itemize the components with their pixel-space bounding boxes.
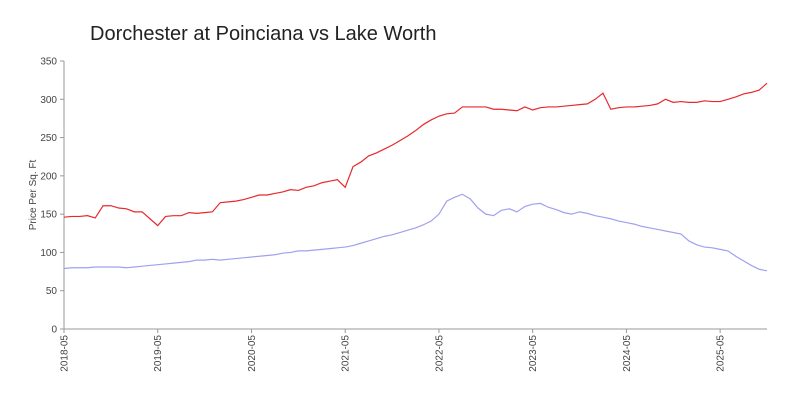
y-tick-label: 0: [51, 325, 57, 336]
x-tick-label: 2024-05: [622, 335, 633, 372]
y-tick-label: 50: [46, 286, 58, 297]
series-line: [63, 193, 768, 272]
y-tick-label: 250: [40, 133, 57, 144]
x-tick-label: 2023-05: [528, 335, 539, 372]
y-tick-label: 350: [40, 57, 57, 68]
y-tick-label: 150: [40, 210, 57, 221]
x-tick-label: 2025-05: [716, 335, 727, 372]
x-tick-label: 2020-05: [247, 335, 258, 372]
series-line: [63, 82, 768, 227]
y-tick-label: 100: [40, 248, 57, 259]
x-tick-label: 2021-05: [341, 335, 352, 372]
y-tick-label: 300: [40, 95, 57, 106]
x-tick-label: 2022-05: [434, 335, 445, 372]
chart-title: Dorchester at Poinciana vs Lake Worth: [90, 23, 436, 45]
y-axis-label: Price Per Sq. Ft: [28, 159, 39, 230]
x-tick-label: 2018-05: [60, 335, 71, 372]
x-tick-label: 2019-05: [153, 335, 164, 372]
y-tick-label: 200: [40, 171, 57, 182]
